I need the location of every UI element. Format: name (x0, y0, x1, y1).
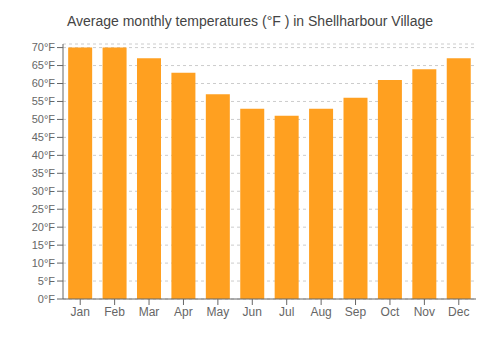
svg-text:Jun: Jun (243, 305, 262, 319)
svg-text:25°F: 25°F (32, 203, 56, 215)
svg-text:Aug: Aug (310, 305, 331, 319)
svg-text:May: May (207, 305, 230, 319)
html-text:Average monthly temperatures (: Average monthly temperatures (°F ) in Sh… (66, 13, 434, 29)
svg-text:Feb: Feb (104, 305, 125, 319)
svg-text:35°F: 35°F (32, 167, 56, 179)
svg-text:45°F: 45°F (32, 131, 56, 143)
svg-text:50°F: 50°F (32, 113, 56, 125)
svg-text:65°F: 65°F (32, 59, 56, 71)
svg-text:60°F: 60°F (32, 77, 56, 89)
svg-text:Jan: Jan (71, 305, 90, 319)
svg-text:Jul: Jul (279, 305, 294, 319)
svg-text:0°F: 0°F (38, 293, 56, 305)
svg-text:Dec: Dec (448, 305, 469, 319)
svg-text:5°F: 5°F (38, 275, 56, 287)
svg-text:55°F: 55°F (32, 95, 56, 107)
svg-text:10°F: 10°F (32, 257, 56, 269)
svg-text:Oct: Oct (381, 305, 400, 319)
svg-text:Nov: Nov (414, 305, 435, 319)
svg-text:Apr: Apr (174, 305, 193, 319)
svg-text:15°F: 15°F (32, 239, 56, 251)
svg-text:40°F: 40°F (32, 149, 56, 161)
svg-text:20°F: 20°F (32, 221, 56, 233)
svg-text:70°F: 70°F (32, 41, 56, 53)
svg-text:30°F: 30°F (32, 185, 56, 197)
svg-text:Mar: Mar (139, 305, 160, 319)
svg-text:Sep: Sep (345, 305, 367, 319)
